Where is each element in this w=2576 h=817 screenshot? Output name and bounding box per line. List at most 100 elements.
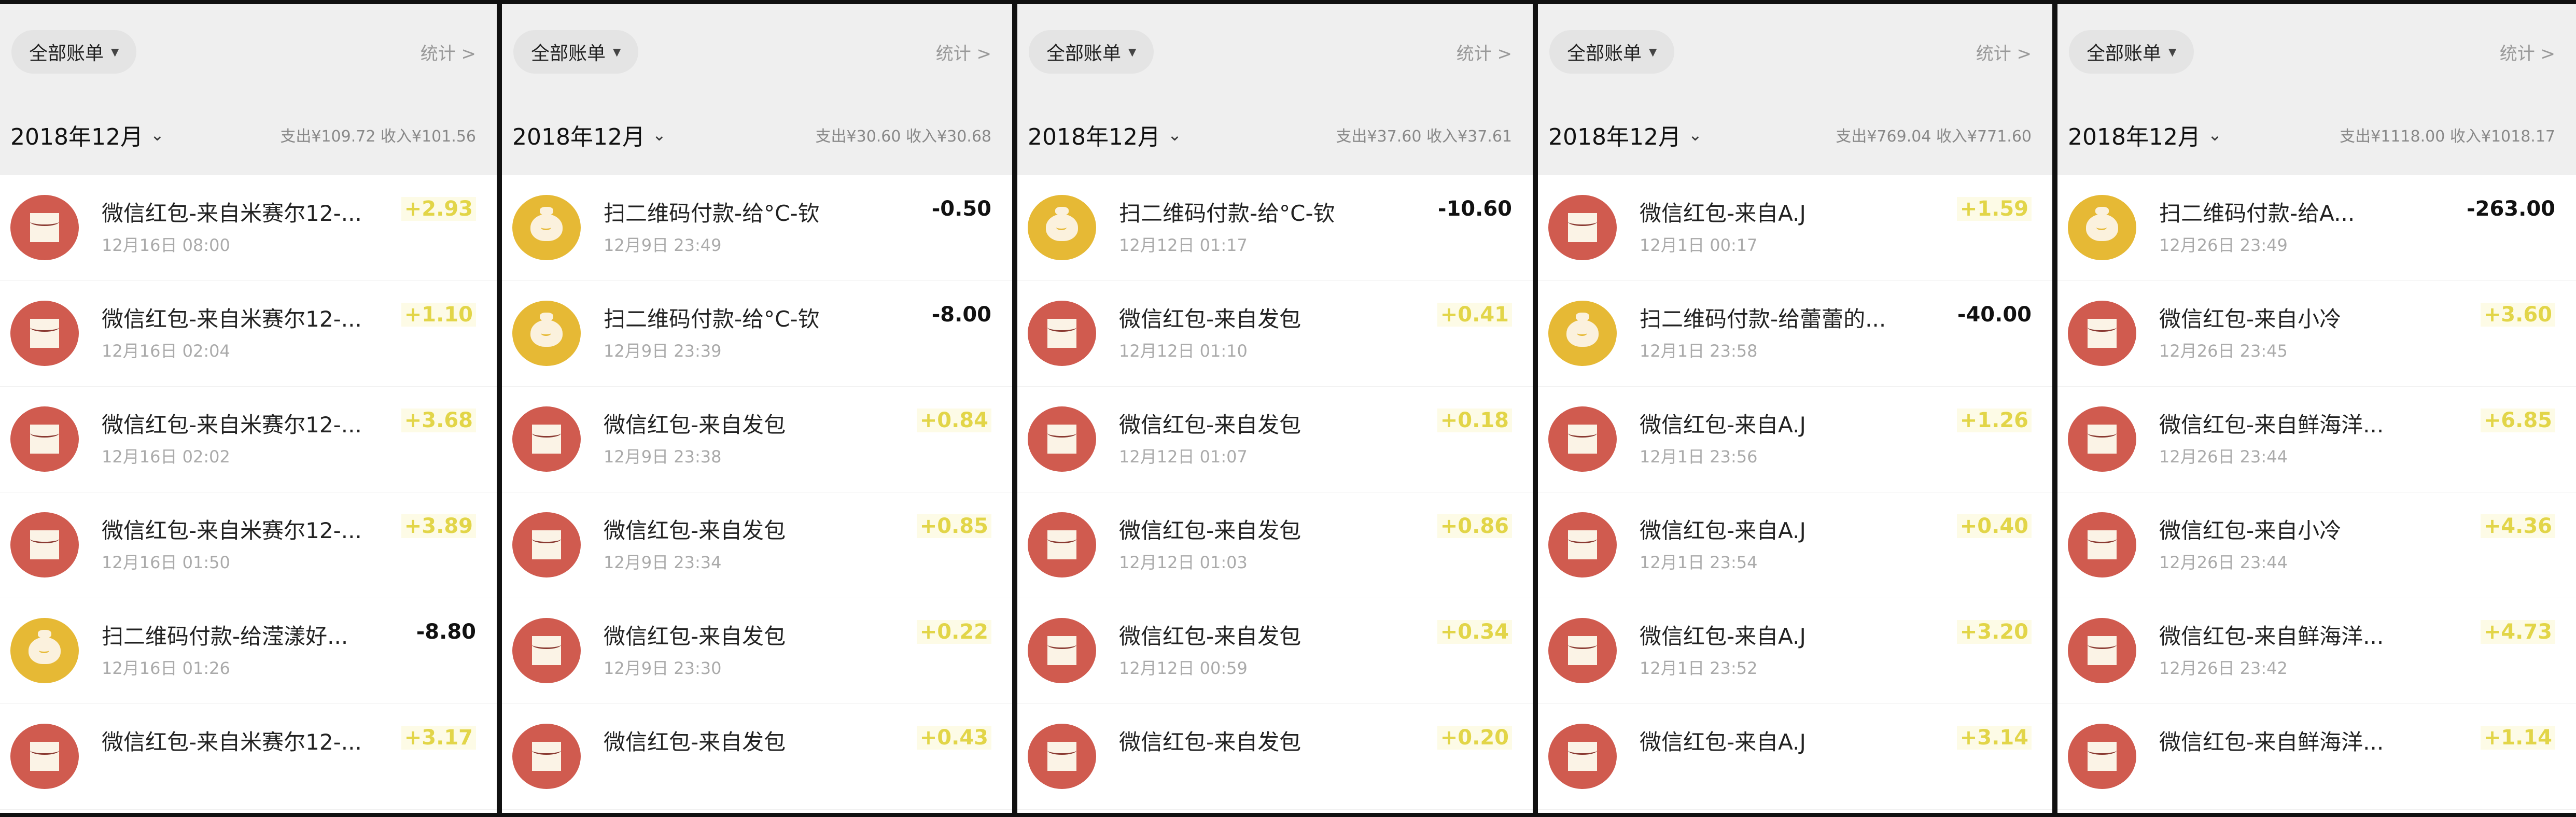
red-packet-icon <box>1548 724 1617 789</box>
transaction-list: 微信红包-来自米赛尔12-... 12月16日 08:00 +2.93 微信红包… <box>0 175 497 810</box>
transaction-amount: +0.86 <box>1437 514 1512 538</box>
transaction-row[interactable]: 微信红包-来自A.J +3.14 <box>1538 704 2052 810</box>
filter-dropdown[interactable]: 全部账单 ▼ <box>1029 30 1154 74</box>
red-packet-icon <box>1548 406 1617 472</box>
red-packet-icon <box>10 195 79 260</box>
caret-down-icon: ▼ <box>1128 46 1137 58</box>
bill-header: 全部账单 ▼ 统计 > 2018年12月 ⌄ 支出¥769.04 收入¥771.60 <box>1538 4 2052 175</box>
transaction-title: 微信红包-来自小冷 <box>2159 306 2342 332</box>
transaction-row[interactable]: 微信红包-来自A.J 12月1日 23:56 +1.26 <box>1538 387 2052 492</box>
transaction-row[interactable]: 微信红包-来自A.J 12月1日 23:54 +0.40 <box>1538 492 2052 598</box>
transaction-row[interactable]: 微信红包-来自米赛尔12-... +3.17 <box>0 704 497 810</box>
filter-dropdown[interactable]: 全部账单 ▼ <box>1549 30 1675 74</box>
transaction-row[interactable]: 微信红包-来自发包 12月12日 01:10 +0.41 <box>1017 281 1533 387</box>
transaction-amount: -8.00 <box>931 303 991 327</box>
transaction-row[interactable]: 微信红包-来自发包 +0.20 <box>1017 704 1533 810</box>
filter-label: 全部账单 <box>29 43 104 64</box>
month-picker[interactable]: 2018年12月 ⌄ <box>1028 118 1182 151</box>
transaction-amount: +1.14 <box>2480 726 2555 750</box>
transaction-row[interactable]: 微信红包-来自发包 12月12日 00:59 +0.34 <box>1017 598 1533 704</box>
chevron-down-icon: ⌄ <box>1167 125 1182 145</box>
transaction-amount: +0.85 <box>916 514 991 538</box>
transaction-amount: +1.10 <box>401 303 476 327</box>
bill-panel: 全部账单 ▼ 统计 > 2018年12月 ⌄ 支出¥1118.00 收入¥1018.… <box>2057 4 2576 813</box>
transaction-title: 微信红包-来自A.J <box>1640 412 1806 438</box>
month-summary: 支出¥1118.00 收入¥1018.17 <box>2340 128 2555 146</box>
transaction-title: 微信红包-来自米赛尔12-... <box>102 729 362 755</box>
transaction-row[interactable]: 微信红包-来自发包 12月12日 01:03 +0.86 <box>1017 492 1533 598</box>
transaction-row[interactable]: 微信红包-来自米赛尔12-... 12月16日 02:02 +3.68 <box>0 387 497 492</box>
statistics-link[interactable]: 统计 > <box>2499 44 2555 64</box>
transaction-date: 12月1日 23:58 <box>1640 341 1758 361</box>
transaction-date: 12月16日 02:02 <box>102 447 230 467</box>
month-picker[interactable]: 2018年12月 ⌄ <box>512 118 666 151</box>
transaction-row[interactable]: 微信红包-来自鲜海洋... +1.14 <box>2057 704 2576 810</box>
transaction-amount: +0.34 <box>1437 620 1512 644</box>
transaction-row[interactable]: 微信红包-来自鲜海洋... 12月26日 23:44 +6.85 <box>2057 387 2576 492</box>
transaction-title: 扫二维码付款-给°C-钦 <box>604 201 820 226</box>
statistics-link[interactable]: 统计 > <box>420 44 476 64</box>
money-bag-icon <box>512 195 581 260</box>
transaction-row[interactable]: 微信红包-来自A.J 12月1日 23:52 +3.20 <box>1538 598 2052 704</box>
transaction-row[interactable]: 微信红包-来自发包 12月9日 23:38 +0.84 <box>502 387 1012 492</box>
transaction-date: 12月26日 23:42 <box>2159 658 2288 678</box>
transaction-amount: +6.85 <box>2480 408 2555 432</box>
transaction-amount: +0.22 <box>916 620 991 644</box>
transaction-row[interactable]: 扫二维码付款-给°C-钦 12月9日 23:49 -0.50 <box>502 175 1012 281</box>
transaction-amount: -0.50 <box>931 197 991 221</box>
transaction-row[interactable]: 扫二维码付款-给滢漾好... 12月16日 01:26 -8.80 <box>0 598 497 704</box>
transaction-amount: +3.68 <box>401 408 476 432</box>
transaction-row[interactable]: 微信红包-来自A.J 12月1日 00:17 +1.59 <box>1538 175 2052 281</box>
transaction-row[interactable]: 扫二维码付款-给°C-钦 12月9日 23:39 -8.00 <box>502 281 1012 387</box>
transaction-amount: +0.40 <box>1956 514 2032 538</box>
transaction-title: 微信红包-来自发包 <box>1119 729 1301 755</box>
filter-label: 全部账单 <box>1046 43 1122 64</box>
month-label: 2018年12月 <box>1548 124 1681 150</box>
transaction-row[interactable]: 微信红包-来自发包 12月9日 23:34 +0.85 <box>502 492 1012 598</box>
transaction-amount: -40.00 <box>1957 303 2032 327</box>
month-picker[interactable]: 2018年12月 ⌄ <box>1548 118 1702 151</box>
transaction-row[interactable]: 微信红包-来自发包 12月12日 01:07 +0.18 <box>1017 387 1533 492</box>
red-packet-icon <box>2068 406 2136 472</box>
transaction-row[interactable]: 微信红包-来自米赛尔12-... 12月16日 01:50 +3.89 <box>0 492 497 598</box>
transaction-row[interactable]: 微信红包-来自发包 +0.43 <box>502 704 1012 810</box>
transaction-row[interactable]: 扫二维码付款-给°C-钦 12月12日 01:17 -10.60 <box>1017 175 1533 281</box>
transaction-date: 12月9日 23:34 <box>604 553 722 572</box>
statistics-link[interactable]: 统计 > <box>1976 44 2032 64</box>
filter-label: 全部账单 <box>531 43 606 64</box>
transaction-date: 12月1日 23:54 <box>1640 553 1758 572</box>
caret-down-icon: ▼ <box>111 46 119 58</box>
month-label: 2018年12月 <box>10 124 143 150</box>
filter-dropdown[interactable]: 全部账单 ▼ <box>2069 30 2194 74</box>
transaction-amount: +0.18 <box>1437 408 1512 432</box>
transaction-row[interactable]: 微信红包-来自米赛尔12-... 12月16日 08:00 +2.93 <box>0 175 497 281</box>
bill-panel: 全部账单 ▼ 统计 > 2018年12月 ⌄ 支出¥769.04 收入¥771.60… <box>1538 4 2052 813</box>
transaction-row[interactable]: 微信红包-来自小冷 12月26日 23:45 +3.60 <box>2057 281 2576 387</box>
transaction-title: 微信红包-来自鲜海洋... <box>2159 412 2384 438</box>
statistics-link[interactable]: 统计 > <box>1456 44 1512 64</box>
transaction-title: 微信红包-来自发包 <box>1119 518 1301 543</box>
month-summary: 支出¥37.60 收入¥37.61 <box>1336 128 1512 146</box>
transaction-row[interactable]: 微信红包-来自米赛尔12-... 12月16日 02:04 +1.10 <box>0 281 497 387</box>
red-packet-icon <box>512 724 581 789</box>
transaction-title: 微信红包-来自鲜海洋... <box>2159 624 2384 649</box>
transaction-row[interactable]: 扫二维码付款-给蕾蕾的... 12月1日 23:58 -40.00 <box>1538 281 2052 387</box>
transaction-title: 微信红包-来自发包 <box>604 729 786 755</box>
money-bag-icon <box>10 618 79 683</box>
red-packet-icon <box>1548 618 1617 683</box>
transaction-date: 12月16日 02:04 <box>102 341 230 361</box>
transaction-title: 微信红包-来自发包 <box>604 624 786 649</box>
transaction-title: 微信红包-来自A.J <box>1640 201 1806 226</box>
month-picker[interactable]: 2018年12月 ⌄ <box>10 118 164 151</box>
transaction-date: 12月12日 01:03 <box>1119 553 1248 572</box>
filter-dropdown[interactable]: 全部账单 ▼ <box>11 30 137 74</box>
statistics-link[interactable]: 统计 > <box>935 44 991 64</box>
transaction-row[interactable]: 扫二维码付款-给A... 12月26日 23:49 -263.00 <box>2057 175 2576 281</box>
month-picker[interactable]: 2018年12月 ⌄ <box>2068 118 2222 151</box>
filter-dropdown[interactable]: 全部账单 ▼ <box>513 30 639 74</box>
transaction-title: 微信红包-来自米赛尔12-... <box>102 201 362 226</box>
transaction-row[interactable]: 微信红包-来自发包 12月9日 23:30 +0.22 <box>502 598 1012 704</box>
transaction-row[interactable]: 微信红包-来自小冷 12月26日 23:44 +4.36 <box>2057 492 2576 598</box>
red-packet-icon <box>512 406 581 472</box>
transaction-row[interactable]: 微信红包-来自鲜海洋... 12月26日 23:42 +4.73 <box>2057 598 2576 704</box>
